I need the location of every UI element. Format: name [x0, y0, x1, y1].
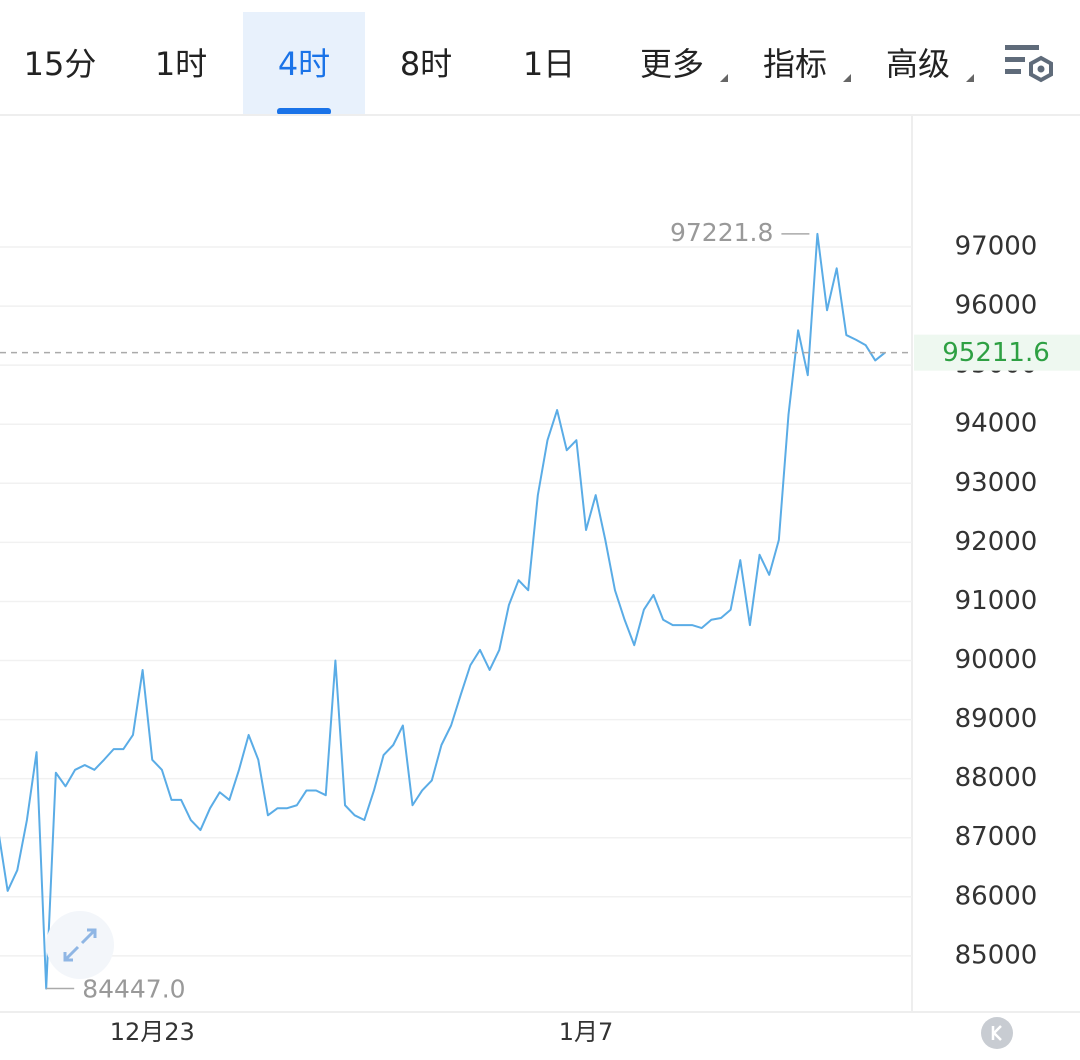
tab-label[interactable]: 1日	[523, 45, 575, 83]
k-glyph	[991, 1025, 1002, 1041]
button-bg	[46, 911, 114, 979]
icon-bar	[1005, 57, 1025, 62]
dropdown-caret	[966, 74, 974, 82]
settings-icon[interactable]	[1005, 45, 1053, 83]
y-tick-label: 89000	[955, 704, 1038, 734]
tab-label[interactable]: 高级	[886, 45, 950, 83]
x-tick-label: 12月23	[110, 1018, 195, 1046]
tab-label[interactable]: 1时	[155, 45, 207, 83]
y-tick-label: 94000	[955, 409, 1038, 439]
y-tick-label: 86000	[955, 881, 1038, 911]
icon-bar	[1005, 69, 1021, 74]
price-line	[0, 232, 886, 990]
expand-button[interactable]	[46, 911, 114, 979]
tab-label[interactable]: 更多	[640, 45, 704, 83]
y-tick-label: 93000	[955, 468, 1038, 498]
tab-label[interactable]: 4时	[278, 45, 330, 83]
k-button[interactable]	[981, 1017, 1013, 1049]
dropdown-caret	[720, 74, 728, 82]
active-tab-indicator	[277, 108, 331, 115]
y-tick-label: 97000	[955, 232, 1038, 262]
icon-bar	[1005, 45, 1039, 50]
y-tick-label: 92000	[955, 527, 1038, 557]
y-tick-label: 85000	[955, 940, 1038, 970]
tab-label[interactable]: 8时	[400, 45, 452, 83]
tab-label[interactable]: 15分	[24, 45, 97, 83]
y-tick-label: 90000	[955, 645, 1038, 675]
y-tick-label: 91000	[955, 586, 1038, 616]
button-bg	[981, 1017, 1013, 1049]
tab-bar: 15分 1时 4时 8时 1日 更多 指标 高级	[24, 12, 974, 115]
plot: 85000 86000 87000 88000 89000 90000 91000 92000…	[0, 115, 1080, 1046]
icon-hex	[1029, 55, 1053, 83]
x-tick-label: 1月7	[559, 1018, 614, 1046]
low-label: 84447.0	[82, 975, 185, 1004]
expand-arrows	[63, 928, 97, 962]
dropdown-caret	[843, 74, 851, 82]
y-tick-label: 96000	[955, 291, 1038, 321]
last-price-bg	[914, 334, 1080, 371]
icon-dot	[1037, 65, 1045, 73]
last-price-label: 95211.6	[942, 338, 1050, 368]
high-label: 97221.8	[670, 218, 773, 247]
active-tab-bg	[243, 12, 365, 115]
y-tick-label: 88000	[955, 763, 1038, 793]
tab-label[interactable]: 指标	[763, 45, 827, 83]
y-tick-label: 87000	[955, 822, 1038, 852]
